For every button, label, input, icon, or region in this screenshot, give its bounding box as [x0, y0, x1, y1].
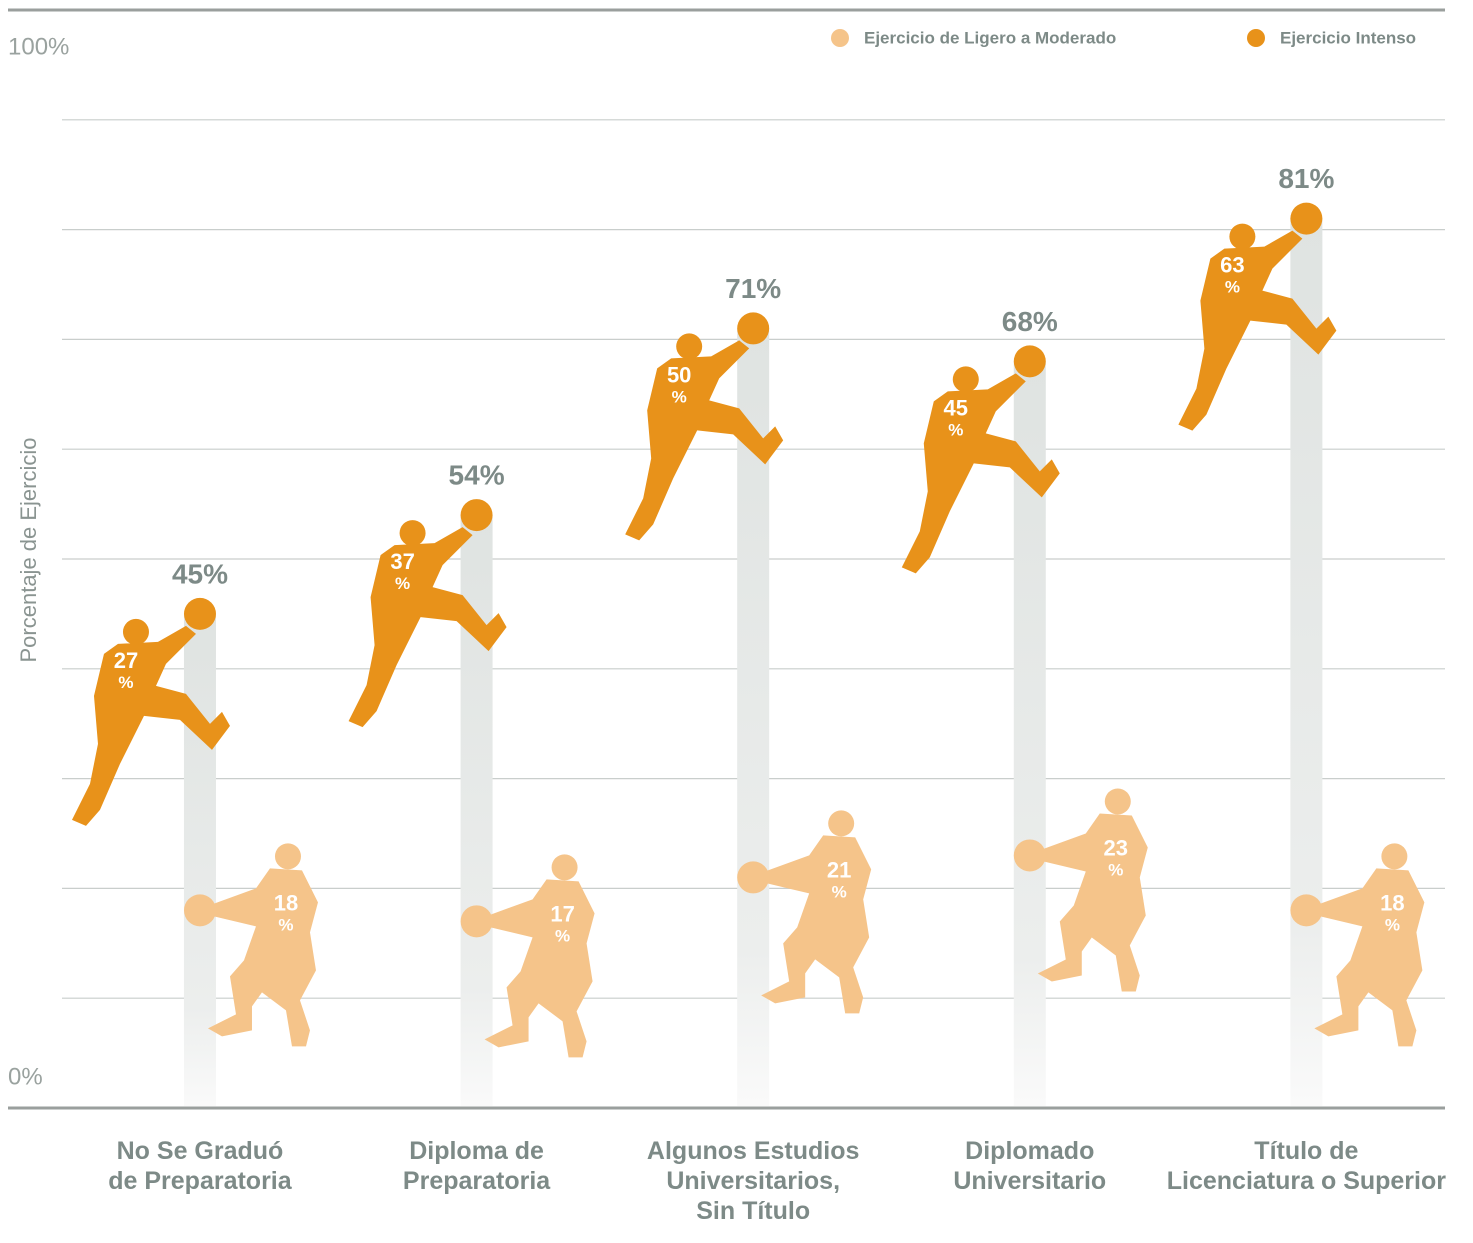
- ball: [737, 861, 770, 894]
- figure-body: [71, 625, 230, 826]
- figure-body: [348, 527, 507, 728]
- ball: [460, 905, 493, 938]
- ball: [183, 597, 216, 630]
- ball: [1290, 894, 1323, 927]
- legend-label: Ejercicio de Ligero a Moderado: [864, 28, 1116, 47]
- total-label: 68%: [1002, 306, 1058, 337]
- light-figure: 23%: [1013, 788, 1148, 992]
- legend-label: Ejercicio Intenso: [1280, 28, 1416, 47]
- total-column: [1290, 218, 1323, 1106]
- value-label: 63%: [1220, 252, 1244, 297]
- figure-head: [952, 366, 979, 393]
- total-label: 71%: [725, 273, 781, 304]
- value-label: 23%: [1104, 835, 1128, 880]
- y-tick-label: 0%: [8, 1063, 43, 1090]
- total-label: 54%: [449, 459, 505, 490]
- figure-head: [1104, 788, 1131, 815]
- value-label: 45%: [944, 395, 968, 440]
- figure-body: [207, 868, 318, 1047]
- ball: [1013, 839, 1046, 872]
- figure-body: [761, 835, 872, 1014]
- total-label: 81%: [1278, 163, 1334, 194]
- light-figure: 21%: [737, 810, 872, 1014]
- light-figure: 17%: [460, 854, 595, 1058]
- figure-head: [1229, 223, 1256, 250]
- light-figure: 18%: [1290, 843, 1425, 1047]
- x-tick-label: Algunos Estudios Universitarios, Sin Tít…: [646, 1137, 860, 1225]
- intense-figure: 27%: [71, 597, 230, 826]
- figure-body: [484, 879, 595, 1058]
- figure-body: [625, 340, 784, 541]
- value-label: 50%: [667, 362, 691, 407]
- figure-head: [1381, 843, 1408, 870]
- figure-body: [1314, 868, 1425, 1047]
- total-label: 45%: [172, 558, 228, 589]
- ball: [1013, 345, 1046, 378]
- legend-swatch: [1247, 29, 1265, 47]
- ball: [460, 499, 493, 532]
- intense-figure: 45%: [901, 345, 1060, 574]
- x-tick-label: Diploma de Preparatoria: [402, 1137, 551, 1195]
- total-column: [183, 613, 216, 1106]
- value-label: 18%: [1380, 890, 1404, 935]
- intense-figure: 37%: [348, 499, 507, 728]
- figure-head: [399, 520, 426, 547]
- figure-head: [551, 854, 578, 881]
- light-figure: 18%: [183, 843, 318, 1047]
- figure-head: [274, 843, 301, 870]
- figure-body: [1037, 813, 1148, 992]
- figure-body: [901, 373, 1060, 574]
- y-tick-label: 100%: [8, 33, 69, 60]
- figure-head: [122, 618, 149, 645]
- intense-figure: 63%: [1178, 202, 1337, 431]
- x-tick-label: Diplomado Universitario: [953, 1137, 1107, 1195]
- x-tick-label: Título de Licenciatura o Superior: [1166, 1137, 1446, 1195]
- figure-head: [676, 333, 703, 360]
- x-tick-label: No Se Graduó de Preparatoria: [108, 1137, 292, 1195]
- figure-body: [1178, 230, 1337, 431]
- intense-figure: 50%: [625, 312, 784, 541]
- value-label: 27%: [114, 648, 138, 693]
- figure-head: [828, 810, 855, 837]
- y-axis-title: Porcentaje de Ejercicio: [16, 437, 41, 662]
- legend-swatch: [831, 29, 849, 47]
- value-label: 21%: [827, 857, 851, 902]
- ball: [1290, 202, 1323, 235]
- value-label: 17%: [550, 901, 574, 946]
- value-label: 18%: [274, 890, 298, 935]
- ball: [737, 312, 770, 345]
- ball: [183, 894, 216, 927]
- value-label: 37%: [390, 549, 414, 594]
